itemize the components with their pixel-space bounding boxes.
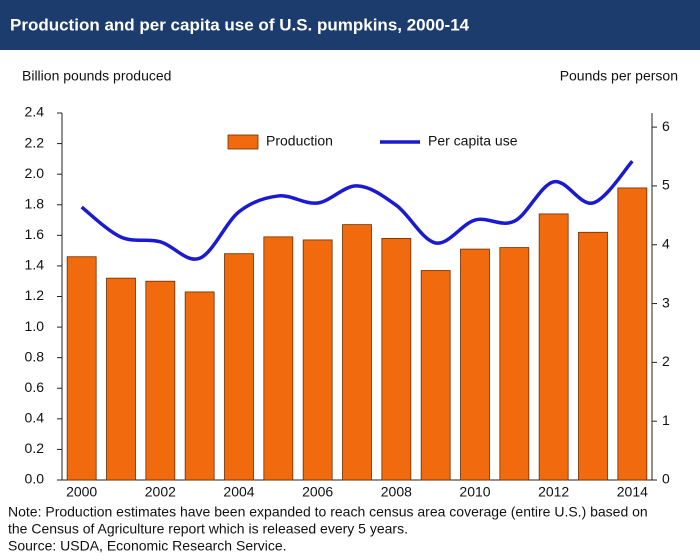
chart-title: Production and per capita use of U.S. pu… [10, 15, 470, 34]
y-tick-label: 2.0 [25, 165, 45, 181]
bar [617, 187, 648, 481]
y-tick-label: 0.2 [25, 440, 45, 456]
y2-tick-label: 4 [662, 235, 670, 251]
y-tick-label: 1.4 [25, 257, 45, 273]
legend-label: Production [266, 133, 333, 149]
x-tick-label: 2002 [145, 484, 176, 500]
y2-tick-label: 5 [662, 177, 670, 193]
bar [263, 236, 294, 481]
bar [381, 237, 412, 481]
bar [145, 280, 176, 481]
legend-swatch [227, 134, 259, 150]
y-axis-label: Billion pounds produced [22, 68, 171, 84]
header-band [0, 0, 700, 50]
x-tick-label: 2006 [302, 484, 333, 500]
x-tick-label: 2000 [66, 484, 97, 500]
bar [66, 256, 97, 481]
bar [578, 231, 608, 481]
bar [224, 253, 254, 481]
y-tick-label: 1.6 [25, 226, 45, 242]
x-tick-label: 2010 [459, 484, 490, 500]
x-tick-label: 2004 [223, 484, 254, 500]
y-tick-label: 1.8 [25, 195, 45, 211]
y2-tick-label: 6 [662, 118, 670, 134]
note: Source: USDA, Economic Research Service. [8, 538, 287, 554]
y2-tick-label: 0 [662, 471, 670, 487]
note: the Census of Agriculture report which i… [8, 521, 408, 537]
y-tick-label: 2.2 [25, 134, 45, 150]
y2-tick-label: 2 [662, 353, 670, 369]
bar [302, 239, 333, 481]
y-tick-label: 1.2 [25, 287, 45, 303]
y2-tick-label: 1 [662, 412, 670, 428]
y-tick-label: 0.6 [25, 379, 45, 395]
y-tick-label: 0.0 [25, 471, 45, 487]
bar [184, 291, 215, 481]
bar [420, 270, 451, 481]
x-tick-label: 2014 [617, 484, 648, 500]
y-tick-label: 0.8 [25, 348, 45, 364]
bar [106, 277, 136, 481]
bar [342, 224, 372, 481]
y2-axis-label: Pounds per person [560, 68, 678, 84]
y-tick-label: 2.4 [25, 104, 45, 120]
bar [499, 247, 530, 481]
y2-tick-label: 3 [662, 294, 670, 310]
y-tick-label: 0.4 [25, 410, 45, 426]
bar [538, 213, 569, 481]
legend-label: Per capita use [428, 133, 518, 149]
x-tick-label: 2012 [538, 484, 569, 500]
bar [460, 248, 490, 481]
note: Note: Production estimates have been exp… [8, 504, 648, 520]
line [80, 160, 634, 261]
x-tick-label: 2008 [381, 484, 412, 500]
y-tick-label: 1.0 [25, 318, 45, 334]
